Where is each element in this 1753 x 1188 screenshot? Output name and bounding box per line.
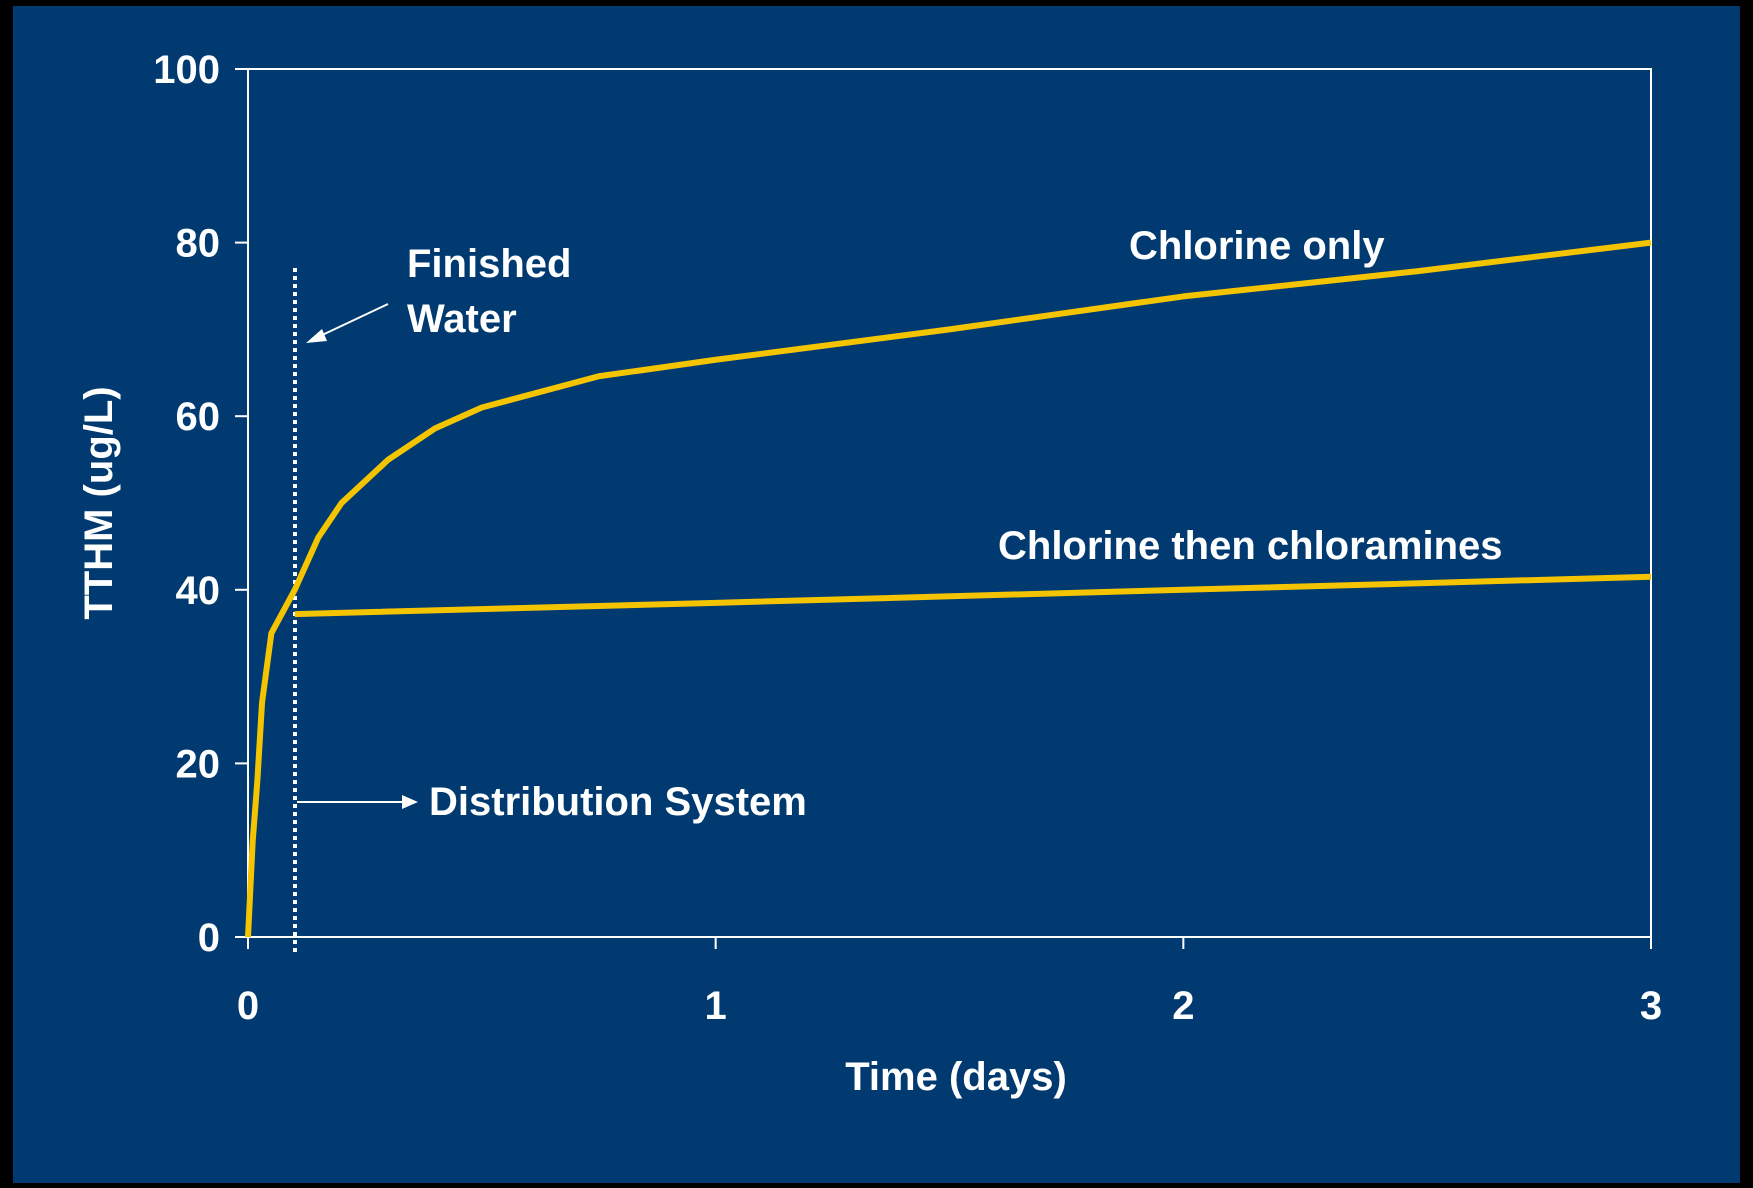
series-label: Chlorine only: [1129, 224, 1385, 268]
series-line: [245, 239, 1652, 938]
arrow-head: [402, 795, 418, 809]
y-tick-label: 60: [176, 395, 221, 439]
annotation: Finished: [407, 242, 571, 286]
x-tick-label: 3: [1640, 984, 1662, 1028]
series-line: [294, 573, 1652, 618]
arrow: [317, 303, 389, 338]
series-label: Chlorine then chloramines: [998, 524, 1503, 568]
annotation: Distribution System: [429, 780, 807, 824]
arrow-head: [306, 329, 327, 343]
x-tick-label: 1: [705, 984, 727, 1028]
x-tick-label: 2: [1172, 984, 1194, 1028]
x-axis-title: Time (days): [845, 1055, 1067, 1099]
y-axis-title: TTHM (ug/L): [77, 386, 121, 619]
y-tick-label: 0: [198, 916, 220, 960]
plot-frame: [247, 68, 1652, 938]
y-tick-label: 20: [176, 742, 221, 786]
background: [13, 6, 1740, 1183]
x-tick-label: 0: [237, 984, 259, 1028]
annotation: Water: [407, 297, 517, 341]
y-tick-label: 100: [153, 48, 220, 92]
y-tick-label: 40: [176, 569, 221, 613]
y-tick-label: 80: [176, 222, 221, 266]
